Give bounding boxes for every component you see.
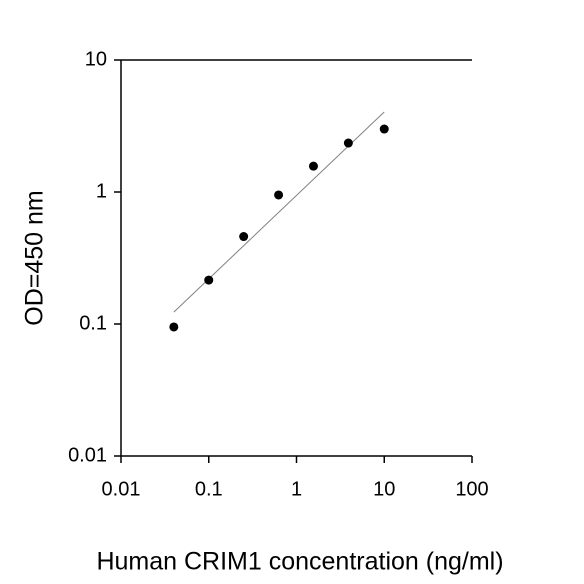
y-axis-title: OD=450 nm	[21, 190, 49, 326]
x-tick-label: 0.1	[195, 478, 223, 500]
y-tick-label: 1	[96, 180, 107, 202]
x-tick-label: 0.01	[102, 478, 141, 500]
y-tick-label: 10	[85, 48, 107, 70]
x-tick-label: 100	[455, 478, 488, 500]
data-point	[274, 190, 284, 200]
x-tick-label: 10	[373, 478, 395, 500]
x-tick-label: 1	[291, 478, 302, 500]
x-axis-title: Human CRIM1 concentration (ng/ml)	[96, 548, 503, 576]
data-point	[169, 322, 179, 332]
y-tick-label: 0.01	[68, 444, 107, 466]
data-point	[379, 124, 389, 134]
y-tick-label: 0.1	[79, 312, 107, 334]
data-point	[343, 138, 353, 148]
data-point	[308, 161, 318, 171]
data-point	[204, 275, 214, 285]
data-point	[239, 232, 249, 242]
